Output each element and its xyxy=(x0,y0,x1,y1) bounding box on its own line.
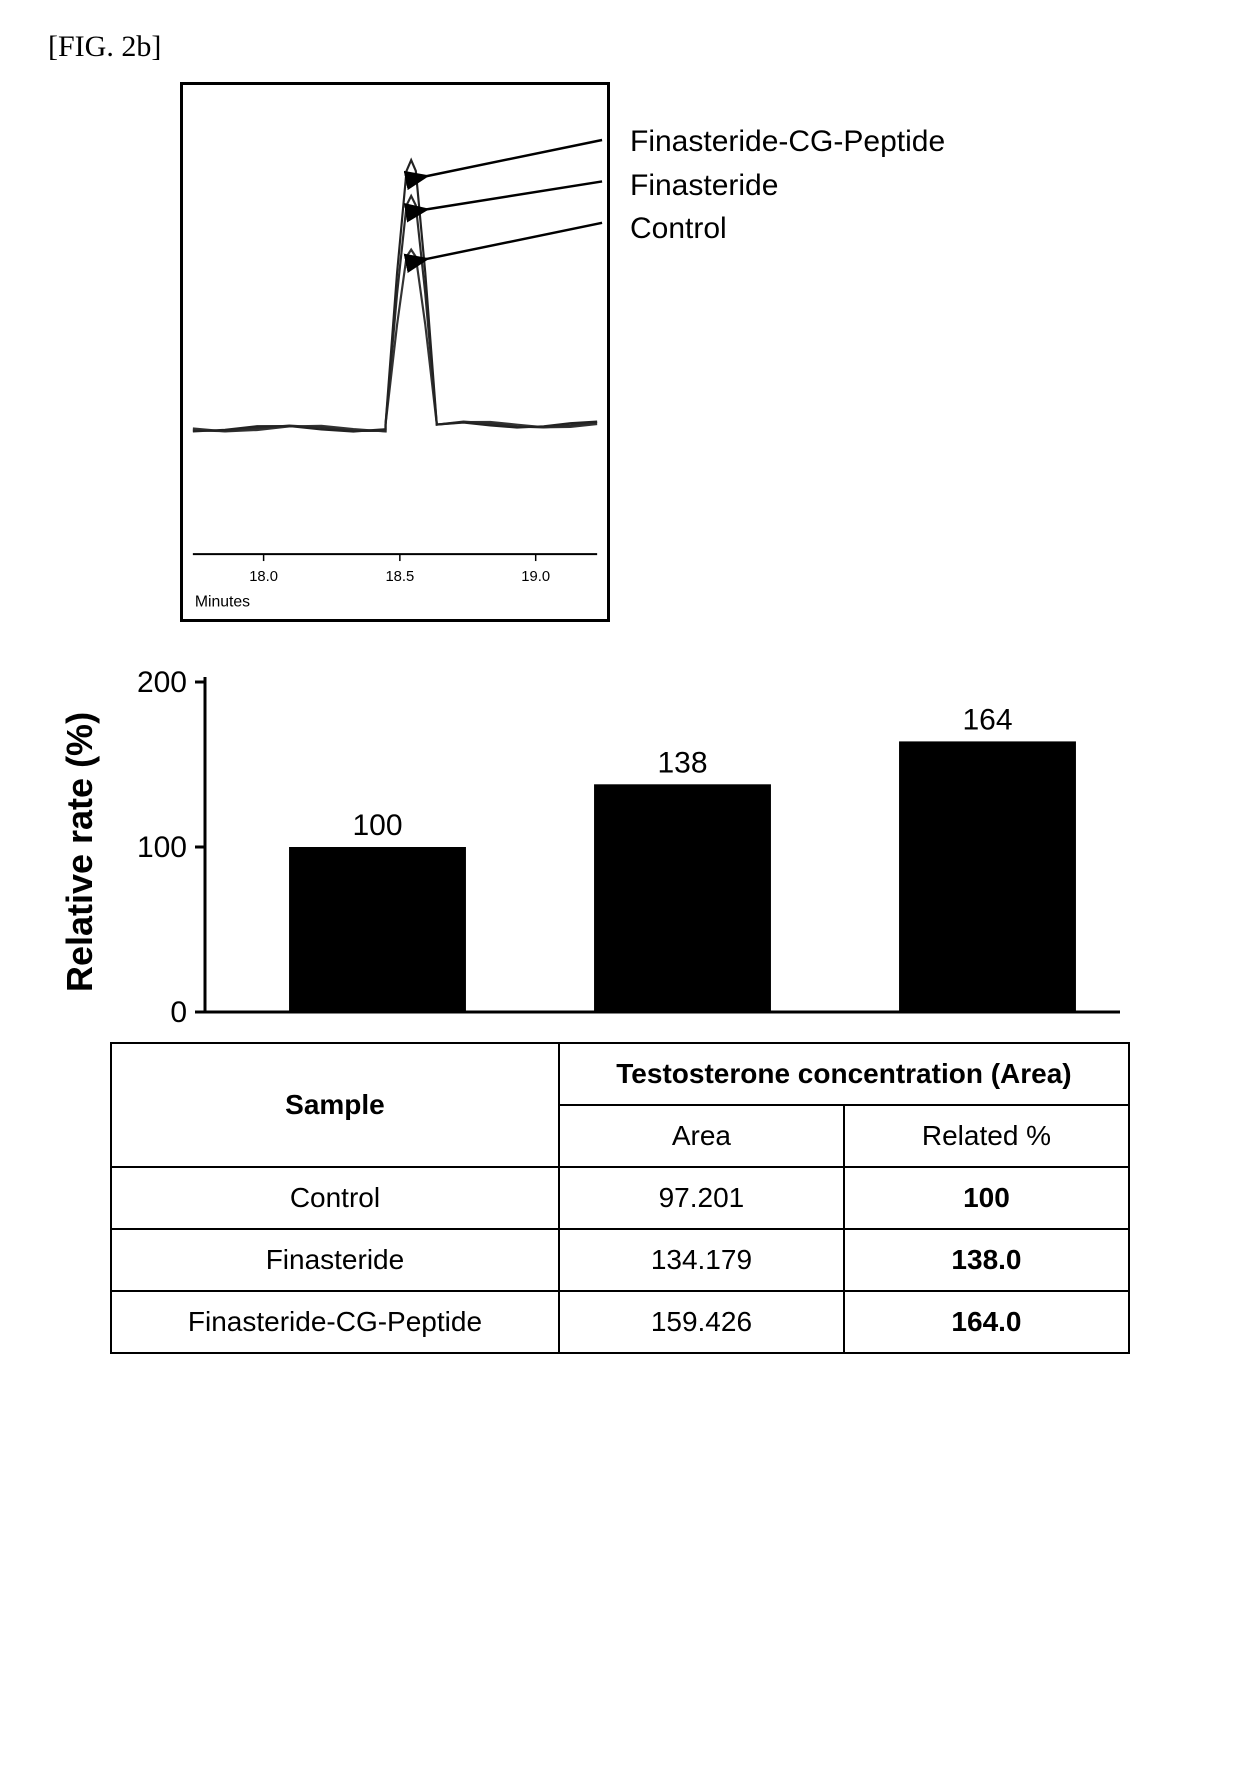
chromatogram-svg: 18.0 18.5 19.0 Minutes xyxy=(183,85,607,619)
cell-area: 159.426 xyxy=(559,1291,844,1353)
x-tick-label: 18.0 xyxy=(249,569,278,585)
figure-label: [FIG. 2b] xyxy=(48,30,1200,64)
y-tick-label: 100 xyxy=(137,831,187,864)
arrow-line xyxy=(425,140,602,176)
header-area: Area xyxy=(559,1105,844,1167)
bar-chart-region: Relative rate (%) 0100200100138164 xyxy=(110,662,1200,1042)
cell-related: 164.0 xyxy=(844,1291,1129,1353)
cell-related: 100 xyxy=(844,1167,1129,1229)
y-tick-label: 0 xyxy=(170,996,187,1029)
cell-related: 138.0 xyxy=(844,1229,1129,1291)
x-tick-label: 19.0 xyxy=(521,569,550,585)
cell-area: 134.179 xyxy=(559,1229,844,1291)
table-row: Control97.201100 xyxy=(111,1167,1129,1229)
cell-sample: Control xyxy=(111,1167,559,1229)
x-tick-label: 18.5 xyxy=(385,569,414,585)
data-table: Sample Testosterone concentration (Area)… xyxy=(110,1042,1130,1354)
legend-control: Control xyxy=(630,207,945,251)
table-header-row-1: Sample Testosterone concentration (Area) xyxy=(111,1043,1129,1105)
table-row: Finasteride-CG-Peptide159.426164.0 xyxy=(111,1291,1129,1353)
bar-value-label: 164 xyxy=(962,703,1012,736)
chromatogram-box: 18.0 18.5 19.0 Minutes xyxy=(180,82,610,622)
bar-chart-svg: 0 100 200 100 138 164 xyxy=(110,662,1130,1042)
chromatogram-trace xyxy=(193,160,597,431)
bar xyxy=(289,847,466,1012)
bar xyxy=(899,741,1076,1012)
header-concentration-group: Testosterone concentration (Area) xyxy=(559,1043,1129,1105)
table-row: Finasteride134.179138.0 xyxy=(111,1229,1129,1291)
chromatogram-trace xyxy=(193,250,597,432)
bar-y-axis-label: Relative rate (%) xyxy=(59,712,101,992)
arrow-line xyxy=(425,223,602,259)
svg-text:Minutes: Minutes xyxy=(195,593,250,610)
y-tick-label: 200 xyxy=(137,666,187,699)
bar xyxy=(594,784,771,1012)
chromatogram-region: 18.0 18.5 19.0 Minutes Finasteride-CG-Pept… xyxy=(180,82,1200,622)
bar-value-label: 138 xyxy=(657,746,707,779)
header-related: Related % xyxy=(844,1105,1129,1167)
chromatogram-legend: Finasteride-CG-Peptide Finasteride Contr… xyxy=(630,120,945,251)
arrow-line xyxy=(425,181,602,209)
legend-finasteride: Finasteride xyxy=(630,164,945,208)
header-sample: Sample xyxy=(111,1043,559,1167)
cell-sample: Finasteride-CG-Peptide xyxy=(111,1291,559,1353)
legend-finasteride-cg-peptide: Finasteride-CG-Peptide xyxy=(630,120,945,164)
cell-area: 97.201 xyxy=(559,1167,844,1229)
bar-value-label: 100 xyxy=(352,809,402,842)
cell-sample: Finasteride xyxy=(111,1229,559,1291)
